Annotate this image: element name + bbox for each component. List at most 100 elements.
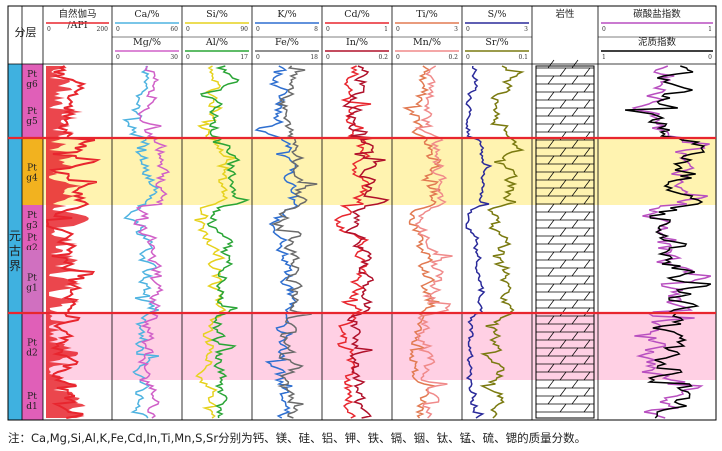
scale-min: 0 [466,54,470,61]
lith-tick [571,139,579,149]
scale-min: 0 [186,54,190,61]
lith-tick [547,315,555,325]
unit-label: g1 [26,284,38,294]
lith-tick [547,171,555,181]
lith-tick [547,75,555,85]
unit-box [22,138,43,205]
track-title: 自然伽马 [58,8,96,20]
lith-tick [559,243,567,253]
scale-max: 30 [170,54,178,61]
lith-tick [559,227,567,237]
lith-tick [547,139,555,149]
lith-tick [583,211,591,221]
unit-label: Pt [27,70,37,80]
lith-tick [571,75,579,85]
curve-In/% [342,65,390,419]
lith-frame [535,65,595,419]
scale-max: 8 [314,26,318,33]
unit-label: Pt [27,164,37,174]
scale-min: 0 [116,54,120,61]
geochem-log-chart: 元古界Ptg6Ptg5Ptg4Ptg3Ptg2Ptg1Ptd2Ptd1自然伽马/… [7,5,717,421]
lith-tick [583,67,591,77]
lith-tick [559,211,567,221]
unit-label: g6 [26,80,38,90]
lith-tick [547,299,555,309]
lith-tick [583,291,591,301]
track-title: K/% [277,9,296,20]
unit-label: Pt [27,234,37,244]
scale-min: 0 [116,26,120,33]
track-title: Cd/% [344,9,370,20]
scale-min: 0 [602,26,606,33]
curve-Fe/% [270,65,318,419]
lith-tick [571,395,579,405]
curve-Mg/% [133,65,171,419]
scale-min: 0 [256,54,260,61]
lith-tick [547,379,555,389]
lith-tick [571,267,579,277]
lith-tick [571,91,579,101]
scale-max: 0.1 [518,54,528,61]
lith-tick [547,251,555,261]
scale-max: 18 [310,54,318,61]
lith-tick [559,99,567,109]
scale-min: 0 [396,54,400,61]
unit-box [22,380,43,420]
lith-tick [559,259,567,269]
lith-tick [583,227,591,237]
lith-tick [559,147,567,157]
track-title: Mn/% [413,37,441,48]
lith-tick [571,219,579,229]
scale-max: 3 [524,26,528,33]
lith-tick [583,115,591,125]
scale-max: 0.2 [378,54,388,61]
track-title: Mg/% [133,37,161,48]
curve-K/% [254,65,301,419]
lith-tick [559,291,567,301]
lith-tick [571,299,579,309]
lith-tick [583,179,591,189]
lith-tick [559,67,567,77]
lith-tick [571,363,579,373]
unit-label: g5 [26,117,38,127]
unit-label: Pt [27,107,37,117]
lith-tick [547,123,555,133]
lith-tick [571,123,579,133]
scale-max: 200 [97,26,109,33]
group-header: 分层 [15,26,37,39]
lith-tick [559,339,567,349]
lith-tick [571,107,579,117]
lith-tick [547,267,555,277]
lith-tick [583,387,591,397]
lith-tick [583,163,591,173]
lith-tick [559,83,567,93]
track-title: Fe/% [275,37,299,48]
track-title: Sr/% [485,37,508,48]
era-column [8,64,22,420]
lith-tick [547,235,555,245]
curve-Sr/% [479,65,525,419]
track-title: Si/% [206,9,228,20]
lith-tick [559,179,567,189]
curve-Mn/% [414,65,453,419]
lith-tick [571,251,579,261]
unit-label: g3 [26,221,38,231]
scale-max: 17 [240,54,248,61]
lith-tick [559,323,567,333]
scale-min: 0 [326,54,330,61]
lith-tick [571,331,579,341]
track-title: Ti/% [416,9,438,20]
gr-fill [46,66,89,418]
lith-tick [559,275,567,285]
scale-min: 0 [186,26,190,33]
lith-tick [559,163,567,173]
unit-label: Pt [27,274,37,284]
lith-tick [571,379,579,389]
unit-box [22,250,43,313]
unit-box [22,64,43,92]
unit-box [22,205,43,233]
lith-tick [583,323,591,333]
track-title: Al/% [205,37,228,48]
lith-tick [583,195,591,205]
track-title: 碳酸盐指数 [633,8,681,20]
